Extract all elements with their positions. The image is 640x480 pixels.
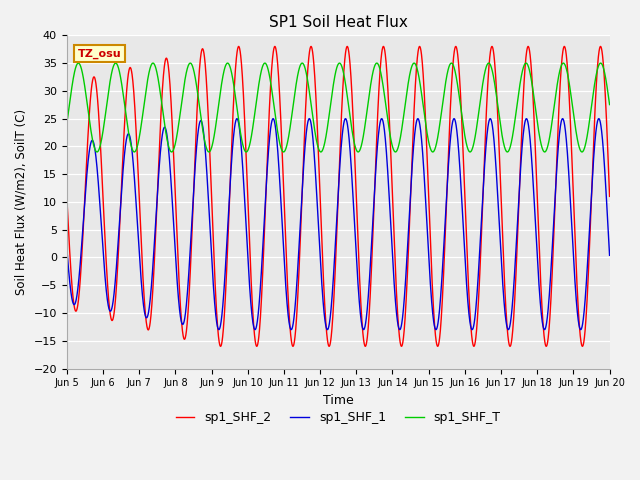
Y-axis label: Soil Heat Flux (W/m2), SoilT (C): Soil Heat Flux (W/m2), SoilT (C) xyxy=(15,109,28,295)
sp1_SHF_1 xyxy=(157,144,164,150)
sp1_SHF_1 xyxy=(605,252,613,258)
sp1_SHF_T xyxy=(271,111,279,117)
sp1_SHF_1 xyxy=(595,116,603,122)
sp1_SHF_T xyxy=(295,68,303,74)
sp1_SHF_1 xyxy=(63,245,70,251)
sp1_SHF_2 xyxy=(63,193,70,199)
Line: sp1_SHF_1: sp1_SHF_1 xyxy=(67,119,609,330)
sp1_SHF_2 xyxy=(605,193,613,199)
sp1_SHF_T xyxy=(537,140,545,145)
sp1_SHF_2 xyxy=(294,280,302,286)
sp1_SHF_2 xyxy=(579,343,586,349)
Title: SP1 Soil Heat Flux: SP1 Soil Heat Flux xyxy=(269,15,408,30)
sp1_SHF_1 xyxy=(294,254,302,260)
sp1_SHF_T xyxy=(157,96,165,101)
sp1_SHF_1 xyxy=(125,131,132,137)
sp1_SHF_T xyxy=(595,61,603,67)
Legend: sp1_SHF_2, sp1_SHF_1, sp1_SHF_T: sp1_SHF_2, sp1_SHF_1, sp1_SHF_T xyxy=(171,406,506,429)
sp1_SHF_2 xyxy=(125,69,132,75)
sp1_SHF_1 xyxy=(537,305,545,311)
sp1_SHF_T xyxy=(125,132,132,137)
sp1_SHF_1 xyxy=(324,327,332,333)
sp1_SHF_T xyxy=(63,121,70,127)
sp1_SHF_2 xyxy=(536,273,544,279)
sp1_SHF_1 xyxy=(305,116,313,121)
sp1_SHF_T xyxy=(74,60,82,66)
Line: sp1_SHF_2: sp1_SHF_2 xyxy=(67,47,609,346)
sp1_SHF_2 xyxy=(596,44,604,49)
sp1_SHF_2 xyxy=(271,44,279,49)
sp1_SHF_2 xyxy=(595,48,603,54)
Line: sp1_SHF_T: sp1_SHF_T xyxy=(67,63,609,152)
X-axis label: Time: Time xyxy=(323,394,353,407)
Text: TZ_osu: TZ_osu xyxy=(77,48,121,59)
sp1_SHF_1 xyxy=(271,121,279,127)
sp1_SHF_T xyxy=(605,102,613,108)
sp1_SHF_2 xyxy=(157,112,164,118)
sp1_SHF_T xyxy=(392,149,399,155)
